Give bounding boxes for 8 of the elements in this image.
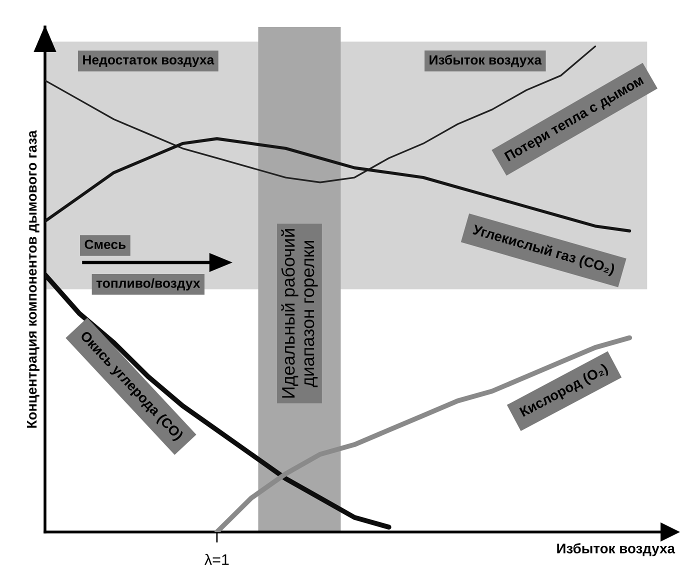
annotation: Смесь	[84, 240, 126, 250]
annotation: Недостаток воздуха	[83, 55, 214, 68]
x-axis-title: Избыток воздуха	[557, 543, 676, 556]
annotation: топливо/воздух	[96, 278, 200, 291]
annotation: Избыток воздуха	[430, 54, 542, 68]
text: λ=1	[204, 554, 229, 565]
y-axis-title: Концентрация компонентов дымового газа	[27, 130, 40, 428]
annotation: Идеальный рабочий диапазон горелки	[281, 229, 318, 398]
